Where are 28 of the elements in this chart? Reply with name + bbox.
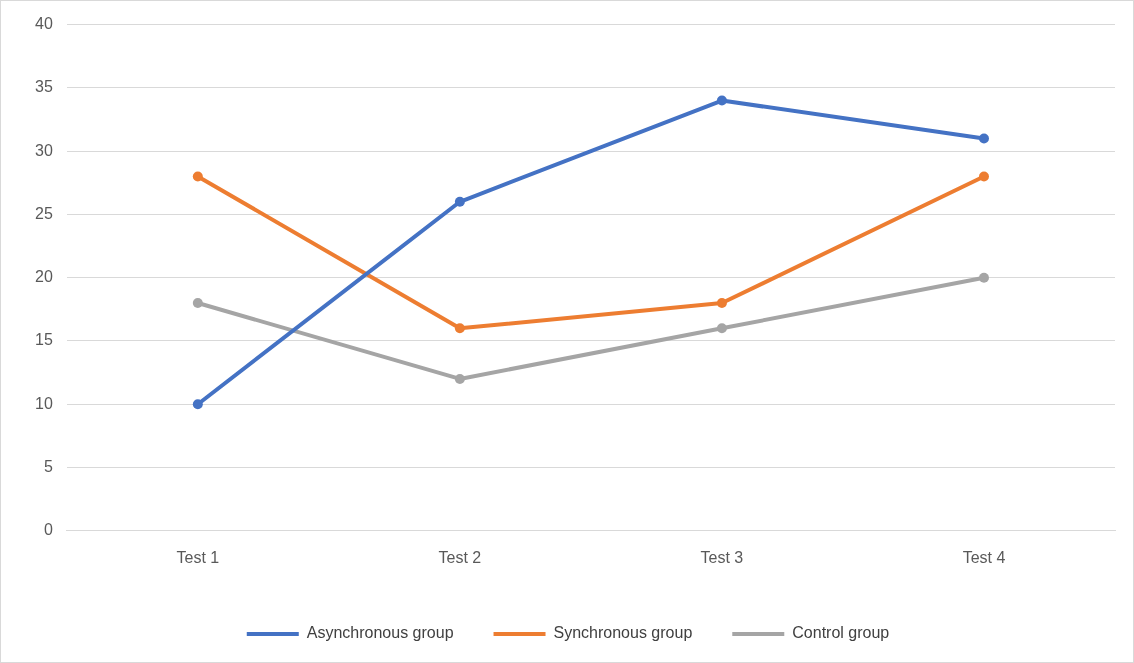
y-tick-label: 20: [35, 268, 53, 286]
x-tick-label: Test 2: [438, 548, 482, 566]
point: [716, 298, 727, 309]
y-tick-label: 10: [35, 394, 53, 412]
point: [978, 171, 989, 182]
point: [192, 399, 203, 410]
y-tick-label: 15: [35, 331, 53, 349]
x-tick-label: Test 1: [176, 548, 220, 566]
point: [716, 95, 727, 106]
x-tick-label: Test 3: [700, 548, 744, 566]
point: [454, 373, 465, 384]
y-tick-label: 5: [43, 457, 53, 475]
legend-label: Synchronous group: [553, 624, 693, 642]
legend-label: Asynchronous group: [306, 624, 454, 642]
point: [716, 323, 727, 334]
legend-label: Control group: [792, 624, 890, 642]
y-tick-label: 30: [35, 141, 53, 159]
x-tick-label: Test 4: [962, 548, 1006, 566]
y-tick-label: 35: [35, 78, 53, 96]
point: [978, 272, 989, 283]
point: [454, 323, 465, 334]
point: [192, 171, 203, 182]
point: [454, 196, 465, 207]
y-tick-label: 0: [43, 521, 53, 539]
y-tick-label: 25: [35, 204, 53, 222]
y-tick-label: 40: [35, 15, 53, 33]
point: [192, 298, 203, 309]
point: [978, 133, 989, 144]
